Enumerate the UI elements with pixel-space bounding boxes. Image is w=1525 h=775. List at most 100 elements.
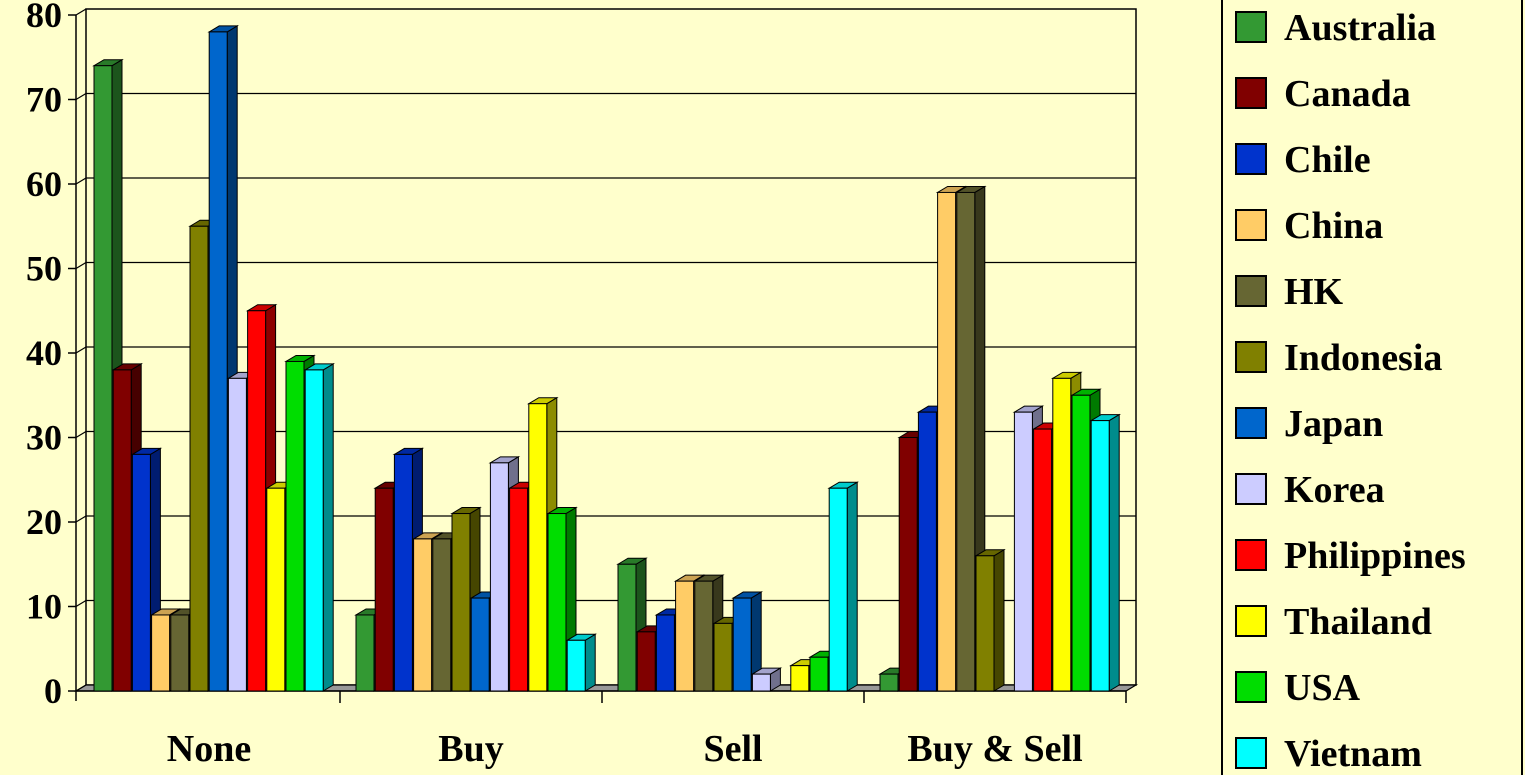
bar-front-face [566,639,586,692]
legend-swatch [1235,407,1267,439]
bar-front-face [227,377,247,692]
legend: Australia Canada Chile China HK Indonesia Japa… [1221,0,1523,775]
bar-front-face [1033,428,1053,692]
y-tick-label: 20 [26,502,62,542]
x-category-label: Buy [438,728,503,770]
bar-front-face [93,65,113,692]
legend-swatch [1235,671,1267,703]
bar [392,447,425,692]
bar-front-face [432,538,452,692]
legend-swatch [1235,275,1267,307]
legend-swatch [1235,77,1267,109]
bar-front-face [470,597,490,692]
legend-swatch [1235,605,1267,637]
legend-swatch [1235,473,1267,505]
legend-swatch [1235,209,1267,241]
depth-line [75,346,87,354]
bar [1089,413,1122,692]
bar-front-face [655,614,675,692]
bar-front-face [975,555,995,692]
legend-label: China [1284,205,1383,247]
bar-front-face [1013,411,1033,692]
bar-front-face [393,453,413,692]
legend-label: Korea [1284,469,1385,511]
bar-front-face [131,453,151,692]
bar-front-face [355,614,375,692]
bar-front-face [879,673,899,692]
y-tick-label: 10 [26,587,62,627]
bar-front-face [304,369,324,692]
legend-label: Chile [1284,139,1371,181]
depth-line [75,430,87,439]
legend-item: Canada [1235,73,1411,115]
bar-front-face [675,580,695,692]
legend-box [1221,0,1523,775]
x-category-label: None [167,728,251,770]
bar-side-face [584,633,596,692]
legend-item: USA [1235,667,1361,709]
depth-line [75,515,87,523]
y-tick-label: 60 [26,164,62,204]
legend-label: Japan [1284,403,1383,445]
legend-swatch [1235,539,1267,571]
legend-item: Thailand [1235,601,1432,643]
bar-front-face [751,673,771,692]
bar-front-face [1090,420,1110,692]
y-tick-label: 70 [26,80,62,120]
legend-item: Chile [1235,139,1371,181]
legend-swatch [1235,11,1267,43]
y-tick-label: 50 [26,249,62,289]
y-tick-label: 0 [44,671,62,711]
legend-label: Canada [1284,73,1411,115]
legend-swatch [1235,737,1267,769]
bar-front-face [917,411,937,692]
legend-swatch [1235,143,1267,175]
bar-front-face [151,614,171,692]
bar-side-face [993,548,1005,692]
bar-front-face [374,487,394,692]
bar-front-face [636,631,656,692]
bar [565,633,598,692]
bar-front-face [112,369,132,692]
bar-front-face [790,665,810,692]
bar-front-face [189,225,209,692]
depth-line [75,8,87,16]
bar-front-face [413,538,433,692]
bar-front-face [208,31,228,692]
depth-line [75,684,87,692]
bar [731,591,764,692]
legend-item: Japan [1235,403,1383,445]
y-tick-label: 30 [26,418,62,458]
bar-front-face [1071,394,1091,692]
legend-label: Thailand [1284,601,1432,643]
legend-label: Vietnam [1284,733,1422,775]
legend-item: Philippines [1235,535,1466,577]
bar-side-face [846,481,858,692]
axis-labels: 0 10 20 30 40 50 60 70 80 None Buy Sell Buy & Sell [26,0,1083,770]
bar [827,481,860,692]
depth-line [75,92,87,101]
bar [974,548,1006,692]
legend-swatch [1235,341,1267,373]
x-category-label: Sell [703,728,762,770]
depth-line [75,261,87,270]
bar-front-face [809,656,829,692]
legend-label: USA [1284,667,1361,709]
legend-item: China [1235,205,1383,247]
bar-front-face [956,191,976,692]
depth-line [75,177,87,185]
bar-front-face [937,191,957,692]
legend-item: HK [1235,271,1344,313]
bar-front-face [617,563,637,692]
bar [130,447,163,692]
bar-front-face [489,462,509,692]
legend-label: Philippines [1284,535,1466,577]
legend-item: Korea [1235,469,1385,511]
bar-front-face [547,513,567,692]
bar-side-face [1108,413,1120,692]
bar-front-face [898,437,918,692]
bar-front-face [509,487,529,692]
bar-front-face [732,597,752,692]
depth-line [75,599,87,608]
